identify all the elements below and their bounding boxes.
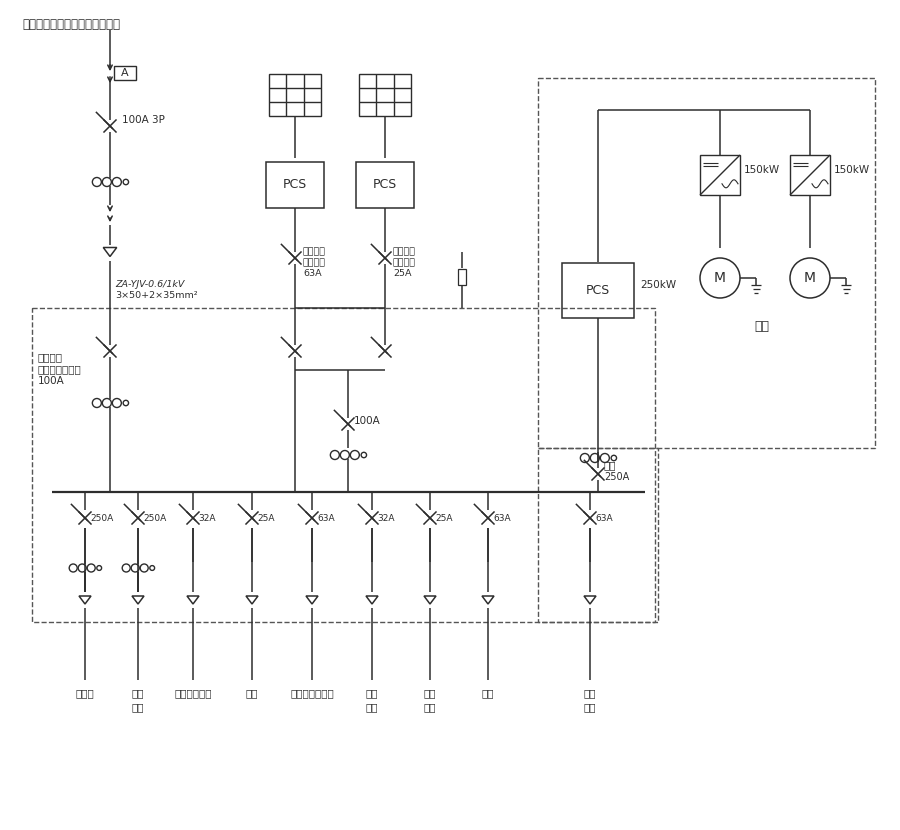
Text: A: A xyxy=(122,68,129,78)
Bar xyxy=(700,155,740,195)
Bar xyxy=(356,162,414,208)
Text: 250A: 250A xyxy=(604,472,629,482)
Text: 63A: 63A xyxy=(303,269,321,278)
Text: 失压脱扣: 失压脱扣 xyxy=(393,258,416,267)
Bar xyxy=(114,66,136,80)
Text: 100A: 100A xyxy=(38,376,65,386)
Text: 备用: 备用 xyxy=(482,688,494,698)
Bar xyxy=(790,155,830,195)
Text: 32A: 32A xyxy=(377,514,394,523)
Bar xyxy=(32,308,655,622)
Text: 备用: 备用 xyxy=(131,702,144,712)
Text: 25A: 25A xyxy=(257,514,274,523)
Text: ZA-YJV-0.6/1kV: ZA-YJV-0.6/1kV xyxy=(115,280,184,289)
Bar xyxy=(266,162,324,208)
Bar xyxy=(359,74,411,116)
Text: 3×50+2×35mm²: 3×50+2×35mm² xyxy=(115,291,198,300)
Text: 备用: 备用 xyxy=(365,702,378,712)
Text: 光伏进线: 光伏进线 xyxy=(393,247,416,256)
Text: 加防逆功率装置: 加防逆功率装置 xyxy=(38,364,82,374)
Text: 充电桩: 充电桩 xyxy=(76,688,94,698)
Bar xyxy=(538,78,875,448)
Text: 150kW: 150kW xyxy=(744,165,780,175)
Text: 100A: 100A xyxy=(354,416,381,426)
Text: 63A: 63A xyxy=(493,514,510,523)
Text: 25A: 25A xyxy=(393,269,411,278)
Text: 光伏进线: 光伏进线 xyxy=(303,247,326,256)
Text: 备用: 备用 xyxy=(424,702,436,712)
Text: 150kW: 150kW xyxy=(834,165,870,175)
Text: 备用: 备用 xyxy=(424,688,436,698)
Text: 32A: 32A xyxy=(198,514,215,523)
Text: 现有低压柜（冷机水泵配电柜）: 现有低压柜（冷机水泵配电柜） xyxy=(22,18,120,31)
Text: M: M xyxy=(804,271,816,285)
Text: 飞轮: 飞轮 xyxy=(754,320,770,333)
Text: 250A: 250A xyxy=(143,514,166,523)
Text: 备用: 备用 xyxy=(584,702,596,712)
Text: 市电进线: 市电进线 xyxy=(38,352,63,362)
Text: 250A: 250A xyxy=(90,514,113,523)
Text: 飞轮: 飞轮 xyxy=(604,460,617,470)
Text: 磁悬浮轴承电源: 磁悬浮轴承电源 xyxy=(290,688,334,698)
Text: 25A: 25A xyxy=(435,514,453,523)
Text: 备用: 备用 xyxy=(584,688,596,698)
Bar xyxy=(269,74,321,116)
Text: PCS: PCS xyxy=(373,178,397,192)
Text: 备用: 备用 xyxy=(246,688,258,698)
Text: PCS: PCS xyxy=(586,284,610,296)
Text: 63A: 63A xyxy=(317,514,335,523)
Text: 飞轮辅助电源: 飞轮辅助电源 xyxy=(175,688,211,698)
Bar xyxy=(458,269,466,285)
Text: 63A: 63A xyxy=(595,514,613,523)
Text: M: M xyxy=(714,271,726,285)
Text: 备用: 备用 xyxy=(365,688,378,698)
Text: 250kW: 250kW xyxy=(640,280,676,290)
Text: 备用: 备用 xyxy=(131,688,144,698)
Text: 失压脱扣: 失压脱扣 xyxy=(303,258,326,267)
Bar xyxy=(538,448,658,622)
Text: PCS: PCS xyxy=(283,178,307,192)
Text: 100A 3P: 100A 3P xyxy=(122,115,165,125)
Bar xyxy=(562,262,634,318)
